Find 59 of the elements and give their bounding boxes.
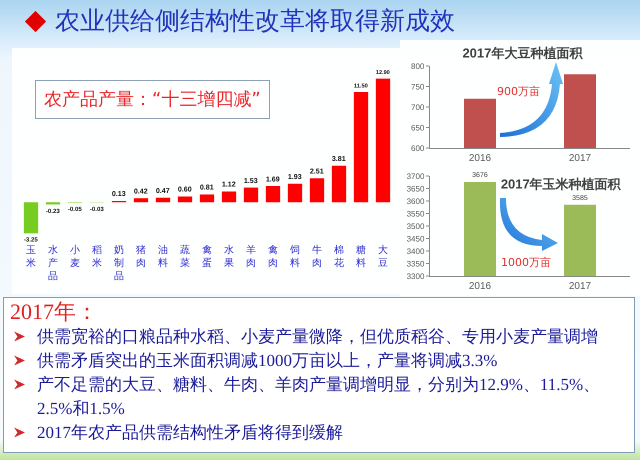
y-tick-label: 700 xyxy=(411,102,425,112)
x-tick-label: 棉花 xyxy=(334,244,344,269)
x-tick-label: 2017 xyxy=(568,153,592,164)
y-tick-label: 3450 xyxy=(406,234,425,244)
chart-title: 农业供给侧结构性改革将取得新成效 xyxy=(55,5,455,37)
x-tick-label: 蔬菜 xyxy=(180,244,190,269)
y-tick-label: 3550 xyxy=(406,209,425,218)
y-tick-label: 3500 xyxy=(406,222,425,231)
y-tick-label: 3650 xyxy=(406,184,425,194)
annotation: 1000万亩 xyxy=(501,256,551,269)
y-tick-label: 3300 xyxy=(406,272,425,281)
x-tick-label: 禽蛋 xyxy=(202,244,212,269)
x-tick-label: 大豆 xyxy=(378,244,388,269)
x-tick-label: 奶制品 xyxy=(114,245,124,282)
x-tick-label: 2016 xyxy=(468,281,492,292)
y-tick-label: 3400 xyxy=(406,246,425,256)
y-tick-label: 600 xyxy=(411,144,425,153)
text: 产不足需的大豆、糖料、牛肉、羊肉产量调增明显，分别为12.9%、11.5%、2.5%和1.5% xyxy=(37,374,602,420)
x-tick-label: 饲料 xyxy=(289,245,300,269)
x-tick-label: 羊肉 xyxy=(246,244,256,269)
chart-title: 2017年玉米种植面积 xyxy=(500,176,622,192)
x-tick-label: 2016 xyxy=(468,153,492,164)
y-tick-label: 3700 xyxy=(406,172,425,181)
bar xyxy=(134,198,148,202)
bar xyxy=(354,92,368,202)
x-tick-label: 禽肉 xyxy=(268,244,278,269)
bar xyxy=(376,78,390,202)
y-tick-label: 650 xyxy=(411,123,425,132)
text: 农产品产量：“十三增四减” xyxy=(44,89,261,110)
text: 供需宽裕的口粮品种水稻、小麦产量微降，但优质稻谷、专用小麦产量调增 xyxy=(37,326,598,348)
x-tick-label: 玉米 xyxy=(26,245,36,269)
text: 供需矛盾突出的玉米面积调减1000万亩以上，产量将调减3.3% xyxy=(37,350,498,372)
x-tick-label: 水产品 xyxy=(48,244,58,282)
x-tick-label: 猪肉 xyxy=(136,244,146,269)
text: 2017年农产品供需结构性矛盾将得到缓解 xyxy=(37,422,343,444)
x-tick-label: 糖料 xyxy=(356,244,366,269)
x-tick-label: 牛肉 xyxy=(312,244,322,269)
bar xyxy=(310,178,324,202)
chart-title: 2017年大豆种植面积 xyxy=(462,46,584,61)
bar xyxy=(244,188,258,202)
bar xyxy=(24,202,38,234)
bar xyxy=(266,186,280,202)
bar xyxy=(156,198,170,202)
bar xyxy=(178,196,192,202)
x-tick-label: 稻米 xyxy=(92,245,102,269)
y-tick-label: 3350 xyxy=(406,259,425,268)
bar xyxy=(288,184,302,202)
text: 2017年： xyxy=(10,299,99,325)
bar xyxy=(332,166,346,202)
x-tick-label: 油料 xyxy=(158,244,168,269)
x-tick-label: 小麦 xyxy=(70,244,80,269)
y-tick-label: 800 xyxy=(411,62,425,71)
y-tick-label: 750 xyxy=(411,82,425,92)
y-tick-label: 3600 xyxy=(406,196,425,206)
bar xyxy=(222,192,236,202)
x-tick-label: 水果 xyxy=(224,244,234,269)
x-tick-label: 2017 xyxy=(568,281,592,292)
bar xyxy=(200,194,214,202)
annotation: 900万亩 xyxy=(497,85,540,98)
